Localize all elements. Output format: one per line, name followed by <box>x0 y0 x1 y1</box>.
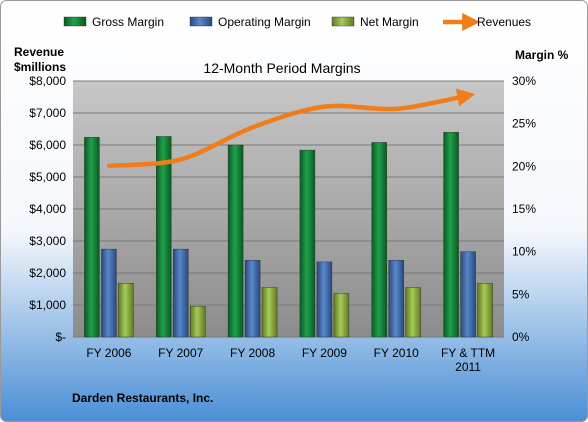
company-name: Darden Restaurants, Inc. <box>72 391 213 405</box>
x-tick-label: FY 2009 <box>302 346 347 360</box>
legend-swatch <box>63 16 87 27</box>
left-tick-label: $8,000 <box>29 74 66 88</box>
bars-group <box>84 131 493 338</box>
x-tick-label: FY 2008 <box>230 346 275 360</box>
bar-net-margin <box>333 293 350 338</box>
right-tick-label: 5% <box>512 287 530 301</box>
chart-title: 12-Month Period Margins <box>203 60 360 76</box>
left-axis-label-line1: Revenue <box>14 45 64 59</box>
revenue-line <box>106 88 476 169</box>
bar-net-margin <box>190 306 206 338</box>
bar-gross-margin <box>227 144 244 338</box>
bar-gross-margin <box>443 131 459 338</box>
right-tick-label: 10% <box>512 245 536 259</box>
bar-operating-margin <box>460 251 476 338</box>
right-tick-label: 0% <box>512 330 530 344</box>
left-tick-label: $7,000 <box>29 106 66 120</box>
legend-label: Gross Margin <box>92 15 164 29</box>
bar-operating-margin <box>101 248 117 338</box>
legend-label: Net Margin <box>360 15 419 29</box>
left-tick-label: $6,000 <box>29 138 66 152</box>
bar-net-margin <box>405 287 421 338</box>
bar-gross-margin <box>84 137 100 338</box>
legend-label: Operating Margin <box>218 15 311 29</box>
right-tick-label: 25% <box>512 117 536 131</box>
right-axis-ticks: 0% 5% 10% 15% 20% 25% 30% <box>512 74 536 344</box>
x-tick-label: FY 2006 <box>86 346 131 360</box>
bar-operating-margin <box>388 260 404 338</box>
x-axis-ticks: FY 2006 FY 2007 FY 2008 FY 2009 FY 2010 FY & … <box>86 346 495 374</box>
left-tick-label: $- <box>55 330 66 344</box>
legend-label: Revenues <box>477 15 531 29</box>
x-tick-label: FY & TTM 2011 <box>441 346 495 374</box>
x-tick-label: FY 2007 <box>158 346 203 360</box>
bar-operating-margin <box>316 261 333 338</box>
left-tick-label: $2,000 <box>29 266 66 280</box>
left-tick-label: $1,000 <box>29 298 66 312</box>
legend-swatch <box>331 16 355 27</box>
left-tick-label: $4,000 <box>29 202 66 216</box>
bar-net-margin <box>261 287 278 338</box>
right-tick-label: 15% <box>512 202 536 216</box>
left-axis-label-line2: $millions <box>14 60 66 74</box>
bar-gross-margin <box>156 136 172 338</box>
revenue-line-group <box>106 88 476 169</box>
bar-gross-margin <box>371 142 387 338</box>
bar-operating-margin <box>173 248 189 338</box>
left-axis-ticks: $- $1,000 $2,000 $3,000 $4,000 $5,000 $6,000 $7… <box>29 74 66 344</box>
right-tick-label: 30% <box>512 74 536 88</box>
legend-swatch <box>189 16 213 27</box>
bar-net-margin <box>477 283 493 338</box>
bar-operating-margin <box>244 260 261 338</box>
legend: Gross Margin Operating Margin Net Margin Re… <box>63 13 531 31</box>
left-tick-label: $3,000 <box>29 234 66 248</box>
left-tick-label: $5,000 <box>29 170 66 184</box>
right-tick-label: 20% <box>512 159 536 173</box>
right-axis-label: Margin % <box>515 48 569 62</box>
bar-net-margin <box>118 283 134 338</box>
x-tick-label: FY 2010 <box>374 346 419 360</box>
bar-gross-margin <box>299 149 316 338</box>
